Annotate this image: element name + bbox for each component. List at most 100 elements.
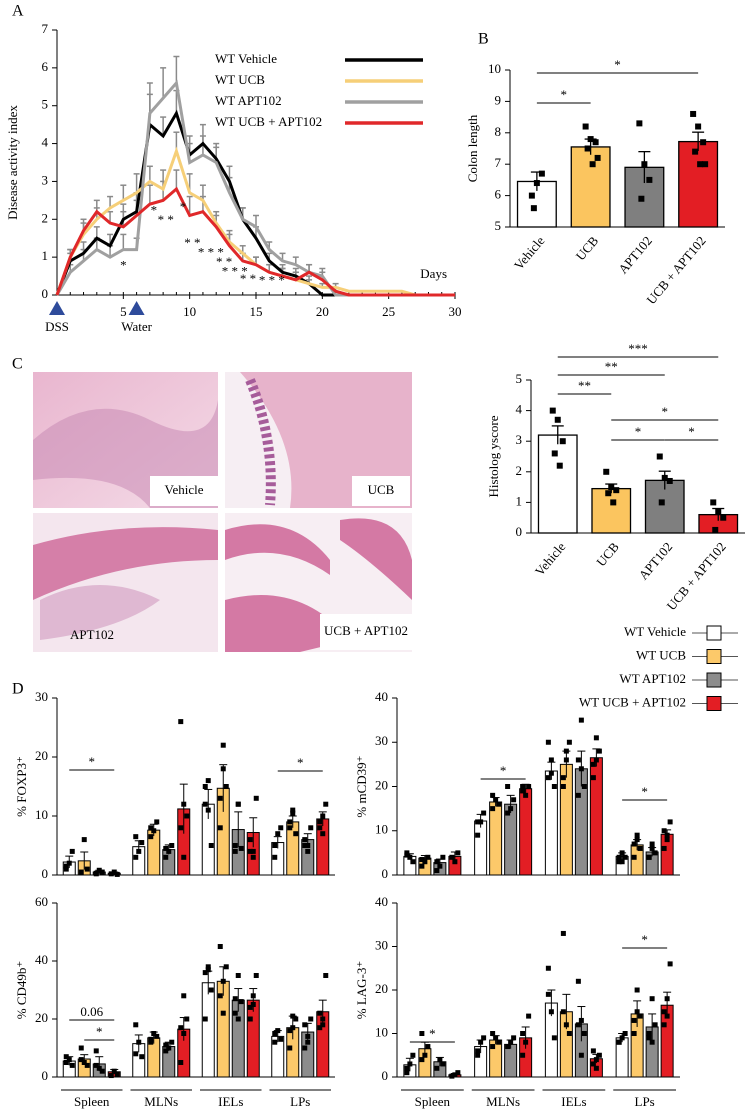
data-point xyxy=(290,1013,296,1019)
y-axis-label: % LAG-3⁺ xyxy=(354,961,369,1020)
data-point xyxy=(323,973,329,978)
data-point xyxy=(305,848,311,854)
annotation: * xyxy=(180,199,187,214)
data-point xyxy=(548,757,554,763)
y-tick-label: 0 xyxy=(42,1068,49,1083)
legend-label: WT UCB + APT102 xyxy=(579,694,686,709)
data-point xyxy=(133,854,139,860)
data-point xyxy=(111,869,117,875)
data-point xyxy=(533,180,540,187)
annotation: * * xyxy=(240,271,256,286)
data-point xyxy=(551,450,558,457)
data-point xyxy=(250,993,256,999)
data-point xyxy=(148,1036,154,1042)
marker-triangle xyxy=(49,301,65,315)
data-point xyxy=(223,784,229,789)
legend-label: WT UCB + APT102 xyxy=(215,114,322,129)
data-point xyxy=(169,1039,175,1045)
legend-label: WT Vehicle xyxy=(624,624,686,639)
legend-label: WT APT102 xyxy=(215,93,282,108)
significance-label: * xyxy=(635,424,642,439)
data-point xyxy=(437,1057,443,1063)
bar xyxy=(474,820,488,876)
data-point xyxy=(578,1017,584,1023)
bar xyxy=(504,1043,518,1078)
y-tick-label: 30 xyxy=(375,937,388,952)
data-point xyxy=(217,944,223,949)
data-point xyxy=(320,1016,326,1022)
data-point xyxy=(449,854,455,860)
data-point xyxy=(641,161,648,168)
data-point xyxy=(220,742,226,748)
data-point xyxy=(81,1060,87,1065)
data-point xyxy=(575,978,581,984)
data-point xyxy=(646,854,652,860)
x-tick-label: UCB xyxy=(573,233,602,263)
data-point xyxy=(419,1057,425,1063)
data-point xyxy=(490,1031,496,1036)
y-axis-label: Colon length xyxy=(465,114,480,182)
data-point xyxy=(287,1028,293,1034)
data-point xyxy=(523,792,529,798)
x-tick-label: Vehicle xyxy=(532,539,569,579)
data-point xyxy=(287,1045,293,1051)
annotation: * * * xyxy=(198,244,224,259)
x-tick-label: 25 xyxy=(382,304,395,319)
data-point xyxy=(511,1035,517,1041)
bar xyxy=(537,434,578,534)
data-point xyxy=(422,1052,428,1058)
data-point xyxy=(84,866,90,872)
data-point xyxy=(596,748,602,754)
data-point xyxy=(238,999,244,1005)
significance-label: * xyxy=(561,87,568,102)
data-point xyxy=(590,1048,596,1054)
data-point xyxy=(114,1071,120,1077)
data-point xyxy=(166,1045,172,1051)
data-point xyxy=(592,139,599,146)
y-tick-label: 40 xyxy=(375,894,388,909)
y-tick-label: 60 xyxy=(35,894,48,909)
data-point xyxy=(320,813,326,819)
annotation: * * xyxy=(184,235,200,250)
x-tick-label: APT102 xyxy=(636,539,676,582)
data-point xyxy=(272,854,278,860)
data-point xyxy=(690,110,697,117)
data-point xyxy=(287,819,293,825)
data-point xyxy=(136,848,142,854)
data-point xyxy=(656,453,663,460)
data-point xyxy=(63,866,69,872)
significance-label: * xyxy=(500,763,507,778)
data-point xyxy=(317,819,323,825)
data-point xyxy=(520,1031,526,1036)
data-point xyxy=(695,123,702,130)
data-point xyxy=(235,1016,241,1022)
data-point xyxy=(278,1036,284,1042)
y-tick-label: 0 xyxy=(516,524,523,539)
data-point xyxy=(317,825,323,831)
data-point xyxy=(560,930,566,936)
legend-label: WT Vehicle xyxy=(215,51,277,66)
data-point xyxy=(587,136,594,143)
bar xyxy=(559,763,573,876)
data-point xyxy=(697,161,704,168)
data-point xyxy=(425,854,431,860)
data-point xyxy=(220,1010,226,1016)
legend-swatch xyxy=(706,696,722,711)
data-point xyxy=(715,508,722,515)
data-point xyxy=(556,462,563,469)
y-tick-label: 0 xyxy=(382,1068,389,1083)
data-point xyxy=(490,806,496,812)
data-point xyxy=(661,845,667,851)
bar xyxy=(570,146,611,228)
data-point xyxy=(320,1022,326,1028)
data-point xyxy=(505,784,511,789)
data-point xyxy=(496,801,502,807)
significance-label: * xyxy=(297,755,304,770)
y-tick-label: 4 xyxy=(516,402,523,417)
data-point xyxy=(710,499,717,506)
data-point xyxy=(575,757,581,763)
data-point xyxy=(151,828,157,834)
data-point xyxy=(593,735,599,741)
data-point xyxy=(545,775,551,781)
